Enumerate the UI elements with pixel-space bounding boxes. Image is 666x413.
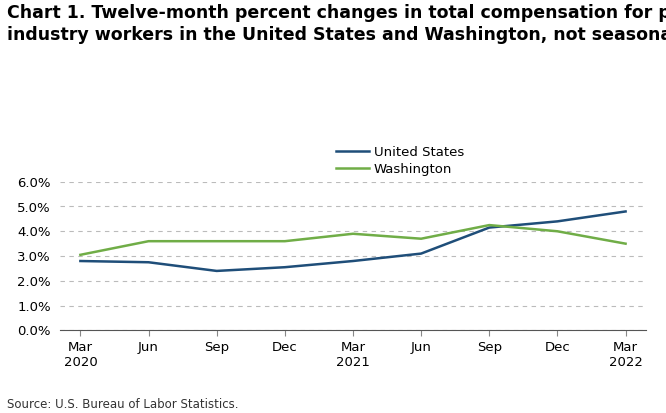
Legend: United States, Washington: United States, Washington [330,141,470,181]
Text: Chart 1. Twelve-month percent changes in total compensation for private
industry: Chart 1. Twelve-month percent changes in… [7,4,666,44]
Text: Source: U.S. Bureau of Labor Statistics.: Source: U.S. Bureau of Labor Statistics. [7,398,238,411]
